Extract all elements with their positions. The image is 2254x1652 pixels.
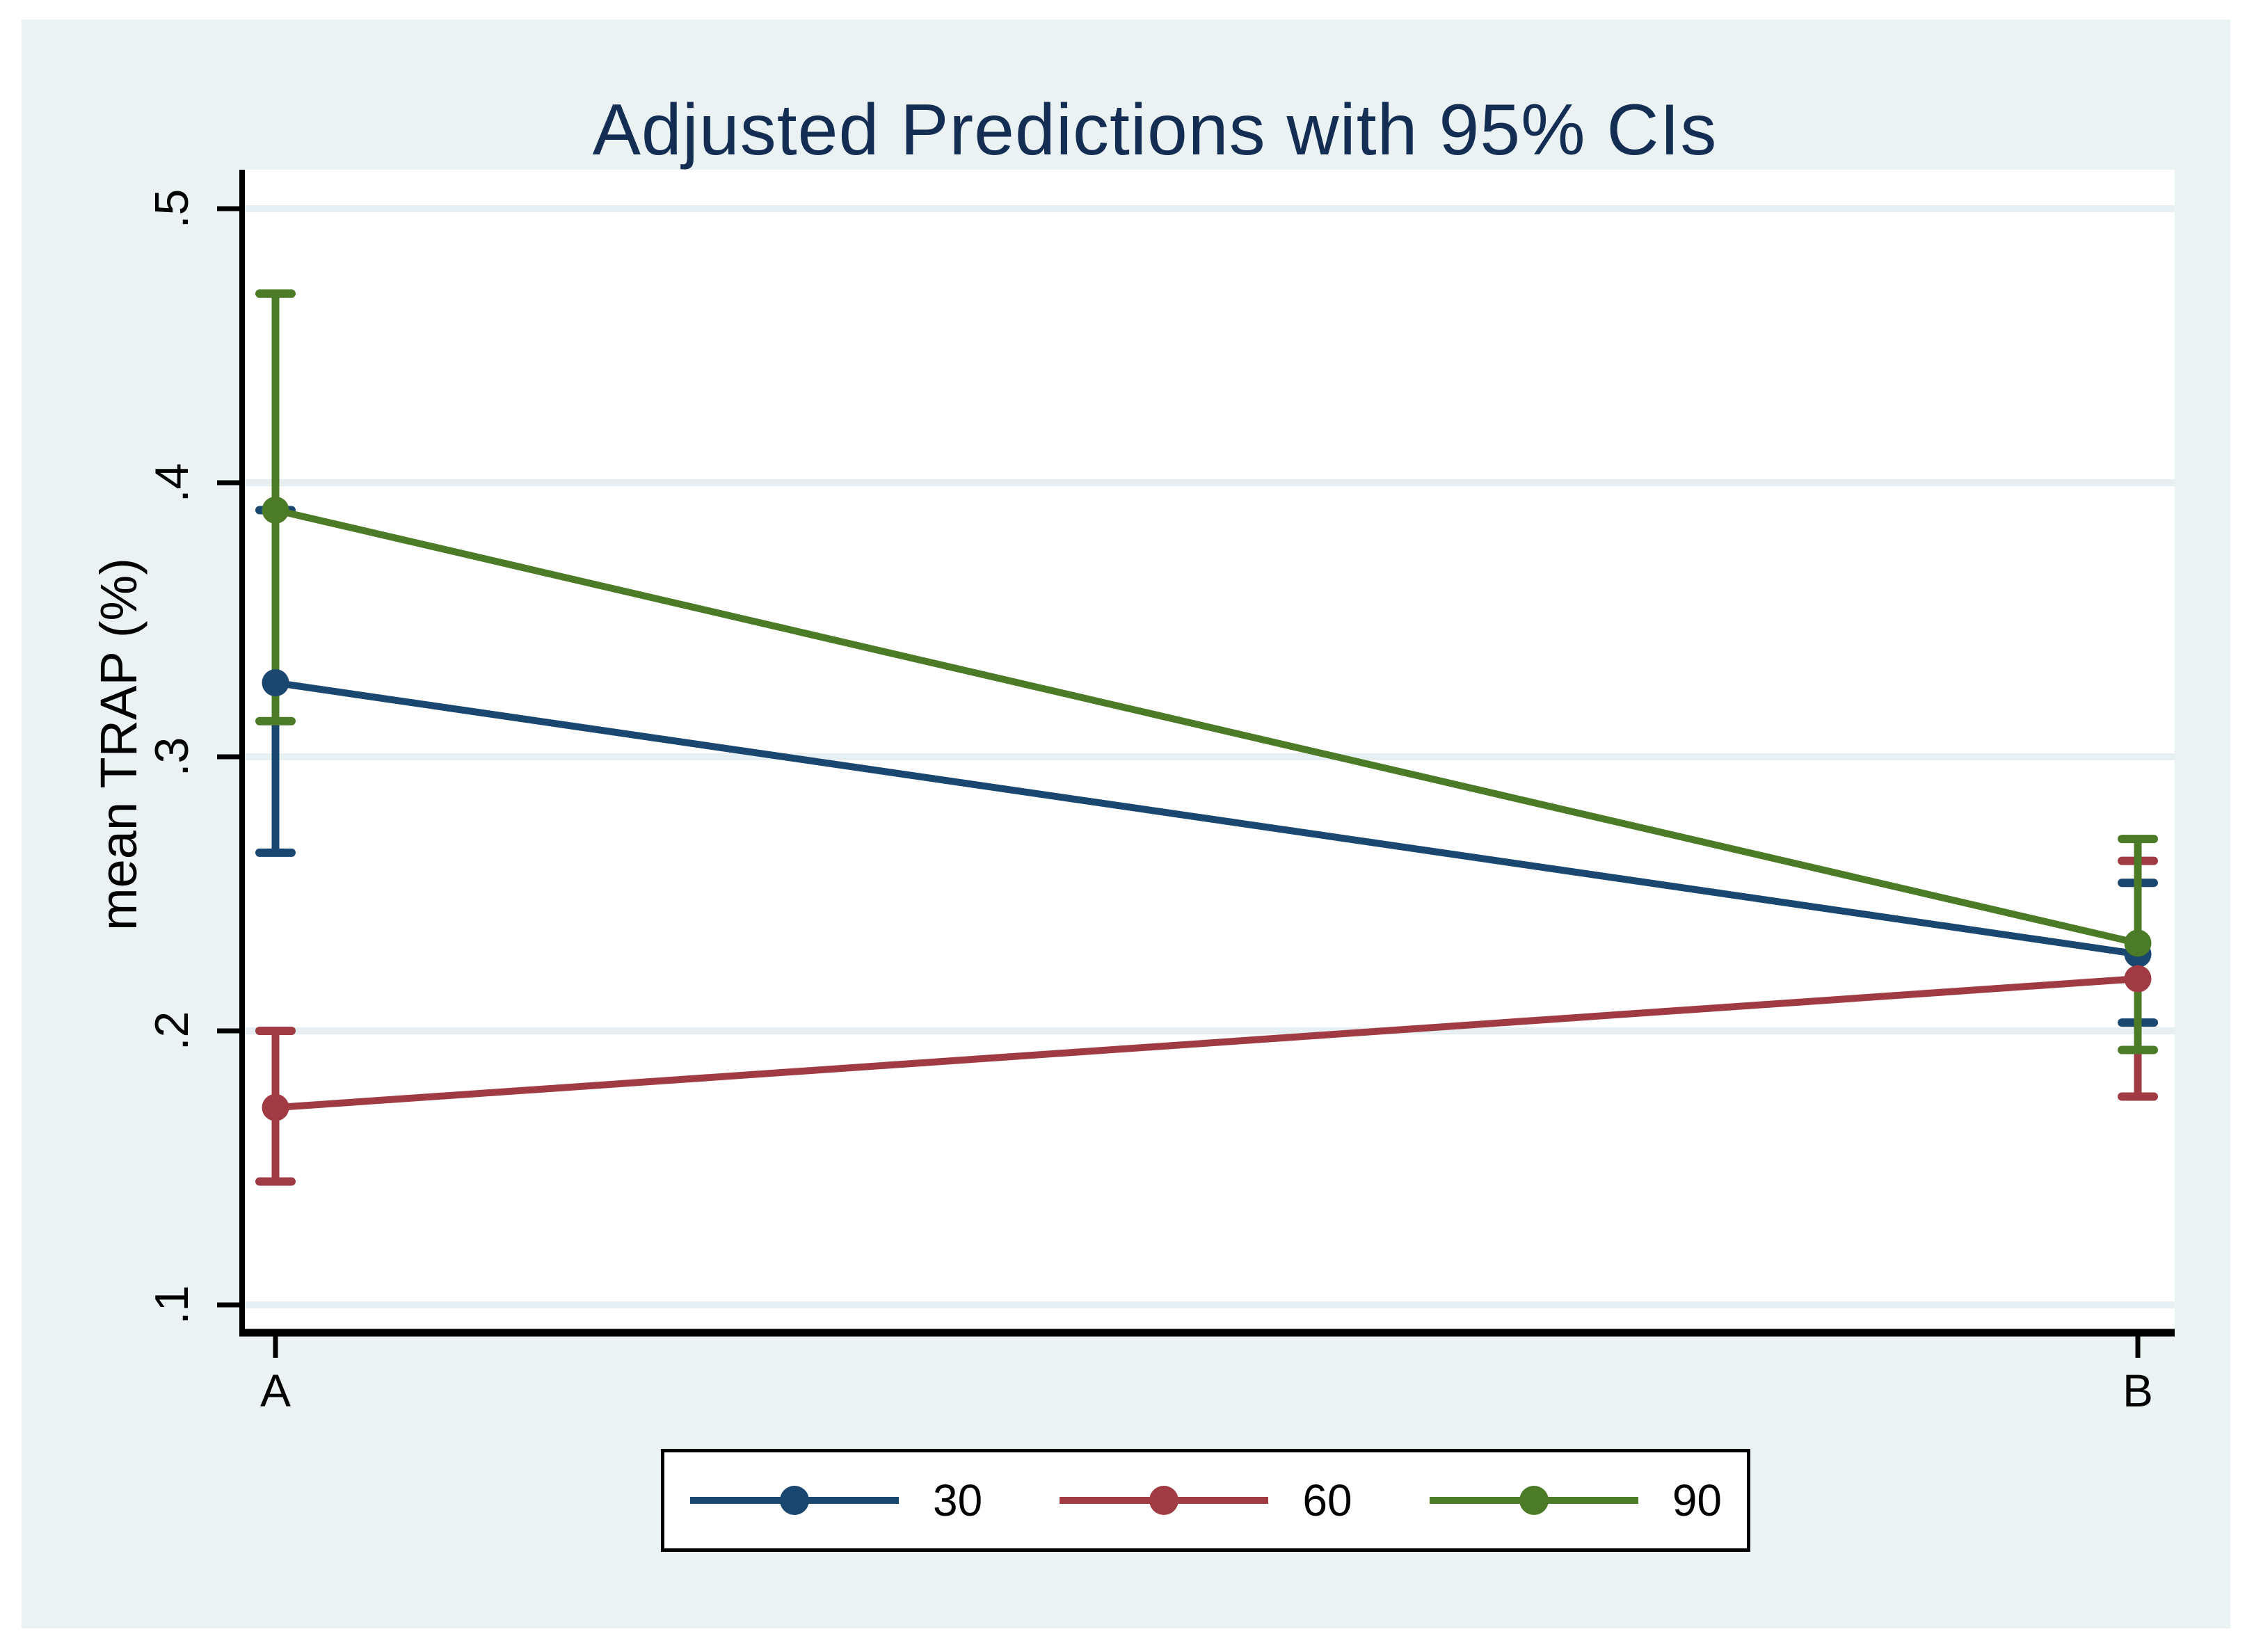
legend-label-90: 90 — [1672, 1475, 1722, 1525]
series-marker-60 — [262, 1093, 289, 1121]
chart-title: Adjusted Predictions with 95% CIs — [592, 90, 1718, 170]
y-tick-label-.3: .3 — [145, 737, 198, 777]
series-marker-90 — [262, 496, 289, 524]
y-tick-label-.5: .5 — [145, 189, 198, 229]
series-line-30 — [275, 679, 2139, 958]
legend-entry-90: 90 — [1429, 1475, 1722, 1526]
series-line-90 — [274, 506, 2139, 947]
legend: 30 60 90 — [661, 1449, 1750, 1552]
legend-label-60: 60 — [1302, 1475, 1352, 1525]
y-tick-label-.4: .4 — [145, 463, 198, 503]
series-marker-30 — [262, 669, 289, 697]
legend-entry-60: 60 — [1059, 1475, 1352, 1526]
series-marker-60 — [2124, 965, 2152, 993]
legend-label-30: 30 — [933, 1475, 983, 1525]
x-tick-label-A: A — [259, 1365, 291, 1416]
plot-background — [242, 170, 2175, 1333]
legend-swatch-90 — [1429, 1486, 1638, 1515]
series-marker-90 — [2124, 929, 2152, 957]
x-tick-label-B: B — [2122, 1365, 2154, 1416]
legend-marker-30 — [780, 1486, 809, 1515]
y-tick-label-.2: .2 — [145, 1011, 198, 1051]
legend-marker-60 — [1149, 1486, 1179, 1515]
legend-entry-30: 30 — [689, 1475, 982, 1526]
legend-swatch-30 — [690, 1486, 899, 1515]
legend-swatch-60 — [1060, 1486, 1269, 1515]
legend-marker-90 — [1519, 1486, 1549, 1515]
series-line-60 — [275, 975, 2139, 1112]
y-tick-label-.1: .1 — [145, 1285, 198, 1325]
